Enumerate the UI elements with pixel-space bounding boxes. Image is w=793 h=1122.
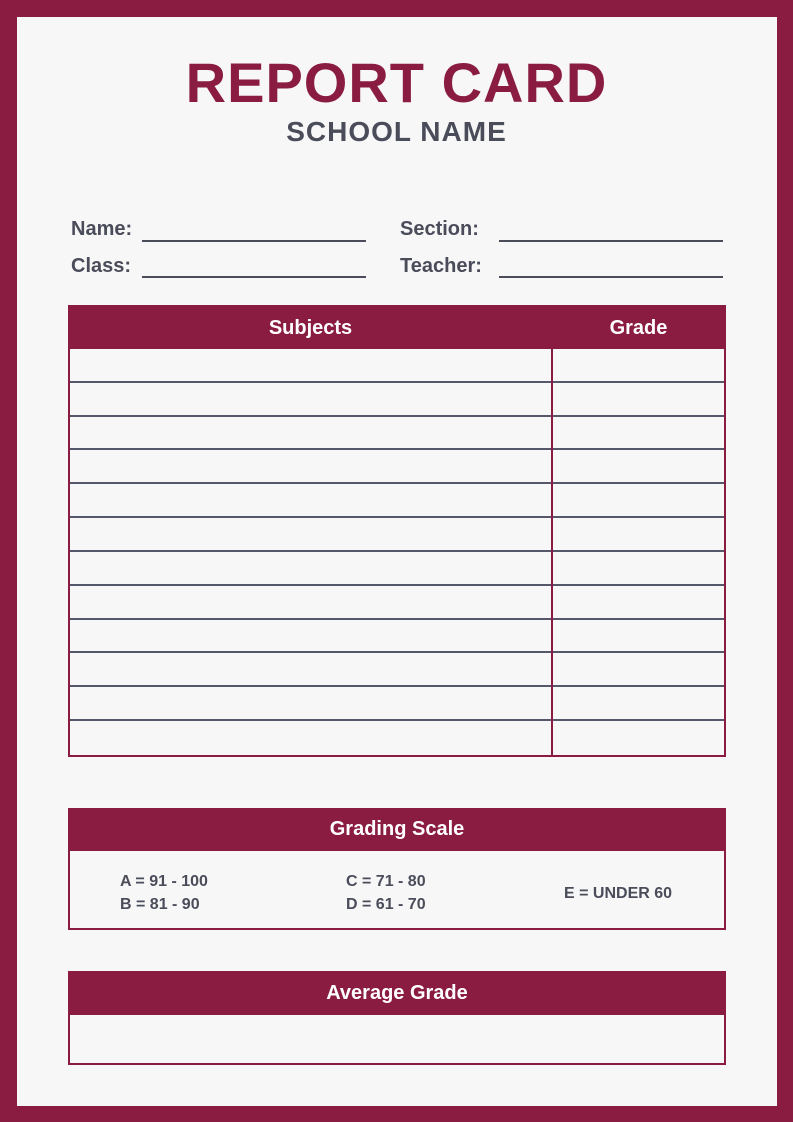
name-field[interactable]: [142, 240, 366, 242]
table-row[interactable]: [70, 518, 724, 552]
scale-b: B = 81 - 90: [120, 896, 200, 913]
scale-c: C = 71 - 80: [346, 873, 426, 890]
table-row[interactable]: [70, 349, 724, 383]
table-row[interactable]: [70, 552, 724, 586]
average-grade-box: Average Grade: [68, 971, 726, 1065]
section-label: Section:: [400, 218, 479, 240]
scale-ab: A = 91 - 100 B = 81 - 90: [120, 870, 208, 916]
report-card-page: [17, 17, 777, 1106]
scale-d: D = 61 - 70: [346, 896, 426, 913]
grading-scale-title: Grading Scale: [70, 810, 724, 851]
table-row[interactable]: [70, 586, 724, 620]
teacher-label: Teacher:: [400, 255, 482, 277]
scale-e: E = UNDER 60: [564, 885, 673, 902]
grading-scale-box: Grading Scale A = 91 - 100 B = 81 - 90 C…: [68, 808, 726, 930]
page-title: REPORT CARD: [185, 51, 608, 114]
table-row[interactable]: [70, 687, 724, 722]
average-grade-title: Average Grade: [70, 973, 724, 1015]
name-label: Name:: [71, 218, 133, 240]
section-field[interactable]: [499, 240, 723, 242]
class-label: Class:: [71, 255, 132, 277]
table-row[interactable]: [70, 417, 724, 451]
subjects-table: Subjects Grade: [68, 305, 726, 757]
table-row[interactable]: [70, 484, 724, 519]
grade-header: Grade: [609, 317, 668, 339]
average-grade-field[interactable]: [70, 1015, 724, 1065]
table-row[interactable]: [70, 451, 724, 485]
teacher-field[interactable]: [499, 276, 723, 278]
scale-cd: C = 71 - 80 D = 61 - 70: [346, 870, 426, 916]
school-name: SCHOOL NAME: [286, 116, 507, 147]
table-header: Subjects Grade: [70, 307, 724, 349]
column-divider: [551, 349, 553, 755]
subjects-header: Subjects: [268, 317, 353, 339]
table-row[interactable]: [70, 620, 724, 654]
table-row[interactable]: [70, 383, 724, 417]
table-row[interactable]: [70, 721, 724, 755]
class-field[interactable]: [142, 276, 366, 278]
scale-a: A = 91 - 100: [120, 873, 208, 890]
table-row[interactable]: [70, 654, 724, 688]
